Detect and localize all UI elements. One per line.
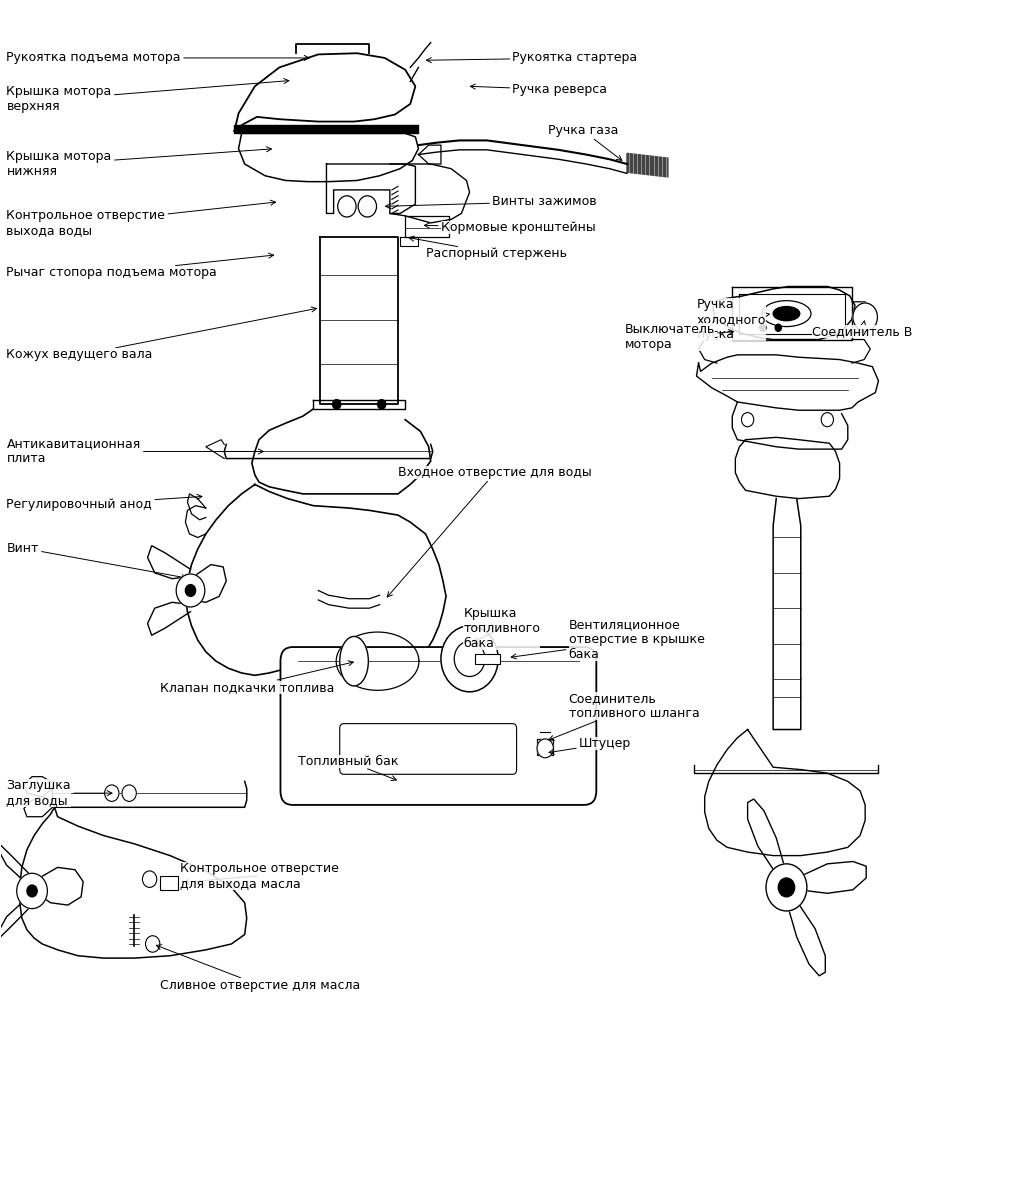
Text: Входное отверстие для воды: Входное отверстие для воды xyxy=(387,466,591,598)
Text: Соединитель
топливного шланга: Соединитель топливного шланга xyxy=(548,692,699,740)
Text: Винт: Винт xyxy=(6,542,187,580)
Circle shape xyxy=(537,739,554,758)
Circle shape xyxy=(760,325,766,332)
Circle shape xyxy=(332,399,340,409)
Text: Рычаг стопора подъема мотора: Рычаг стопора подъема мотора xyxy=(6,253,274,279)
Text: Выключатель
мотора: Выключатель мотора xyxy=(625,324,734,351)
Text: Ручка реверса: Ручка реверса xyxy=(470,83,608,97)
Text: Соединитель В: Соединитель В xyxy=(812,321,912,338)
Text: Антикавитационная
плита: Антикавитационная плита xyxy=(6,437,263,465)
Text: Крышка мотора
верхняя: Крышка мотора верхняя xyxy=(6,79,289,113)
Circle shape xyxy=(176,574,205,607)
Bar xyxy=(475,654,500,664)
Bar xyxy=(160,875,178,889)
Circle shape xyxy=(377,399,385,409)
Polygon shape xyxy=(627,154,668,177)
Circle shape xyxy=(27,885,37,896)
Text: Топливный бак: Топливный бак xyxy=(298,755,399,781)
Text: Клапан подкачки топлива: Клапан подкачки топлива xyxy=(160,661,354,693)
FancyBboxPatch shape xyxy=(281,647,597,805)
Text: Кожух ведущего вала: Кожух ведущего вала xyxy=(6,307,317,361)
Text: Рукоятка стартера: Рукоятка стартера xyxy=(426,52,638,65)
Text: Контрольное отверстие
для выхода масла: Контрольное отверстие для выхода масла xyxy=(180,862,339,889)
Circle shape xyxy=(16,873,47,908)
Circle shape xyxy=(358,196,376,217)
Ellipse shape xyxy=(339,637,368,686)
Circle shape xyxy=(337,196,356,217)
Circle shape xyxy=(146,935,160,952)
Text: Рукоятка подъема мотора: Рукоятка подъема мотора xyxy=(6,52,310,65)
Ellipse shape xyxy=(762,301,811,327)
FancyBboxPatch shape xyxy=(339,724,517,775)
Text: Регулировочный анод: Регулировочный анод xyxy=(6,495,202,511)
Ellipse shape xyxy=(773,307,800,321)
Text: Контрольное отверстие
выхода воды: Контрольное отверстие выхода воды xyxy=(6,200,276,237)
Circle shape xyxy=(142,870,157,887)
Text: Винты зажимов: Винты зажимов xyxy=(385,195,597,209)
Bar xyxy=(537,739,554,756)
Text: Ручка
холодного
пуска: Ручка холодного пуска xyxy=(697,298,770,341)
Circle shape xyxy=(186,585,196,596)
Circle shape xyxy=(454,641,485,677)
Circle shape xyxy=(122,785,136,802)
Circle shape xyxy=(778,877,794,896)
Text: Распорный стержень: Распорный стержень xyxy=(409,236,567,260)
Circle shape xyxy=(441,626,498,692)
Circle shape xyxy=(741,412,753,426)
Circle shape xyxy=(821,412,833,426)
Text: Ручка газа: Ручка газа xyxy=(548,124,622,161)
Circle shape xyxy=(766,863,807,911)
Circle shape xyxy=(105,785,119,802)
Text: Кормовые кронштейны: Кормовые кронштейны xyxy=(424,221,596,234)
Text: Заглушка
для воды: Заглушка для воды xyxy=(6,779,112,807)
Circle shape xyxy=(853,304,877,332)
Text: Крышка мотора
нижняя: Крышка мотора нижняя xyxy=(6,146,272,178)
Text: Вентиляционное
отверстие в крышке
бака: Вентиляционное отверстие в крышке бака xyxy=(511,619,704,661)
Text: Сливное отверстие для масла: Сливное отверстие для масла xyxy=(156,945,360,992)
Circle shape xyxy=(775,325,781,332)
Text: Штуцер: Штуцер xyxy=(549,737,631,755)
Text: Крышка
топливного
бака: Крышка топливного бака xyxy=(463,607,540,650)
